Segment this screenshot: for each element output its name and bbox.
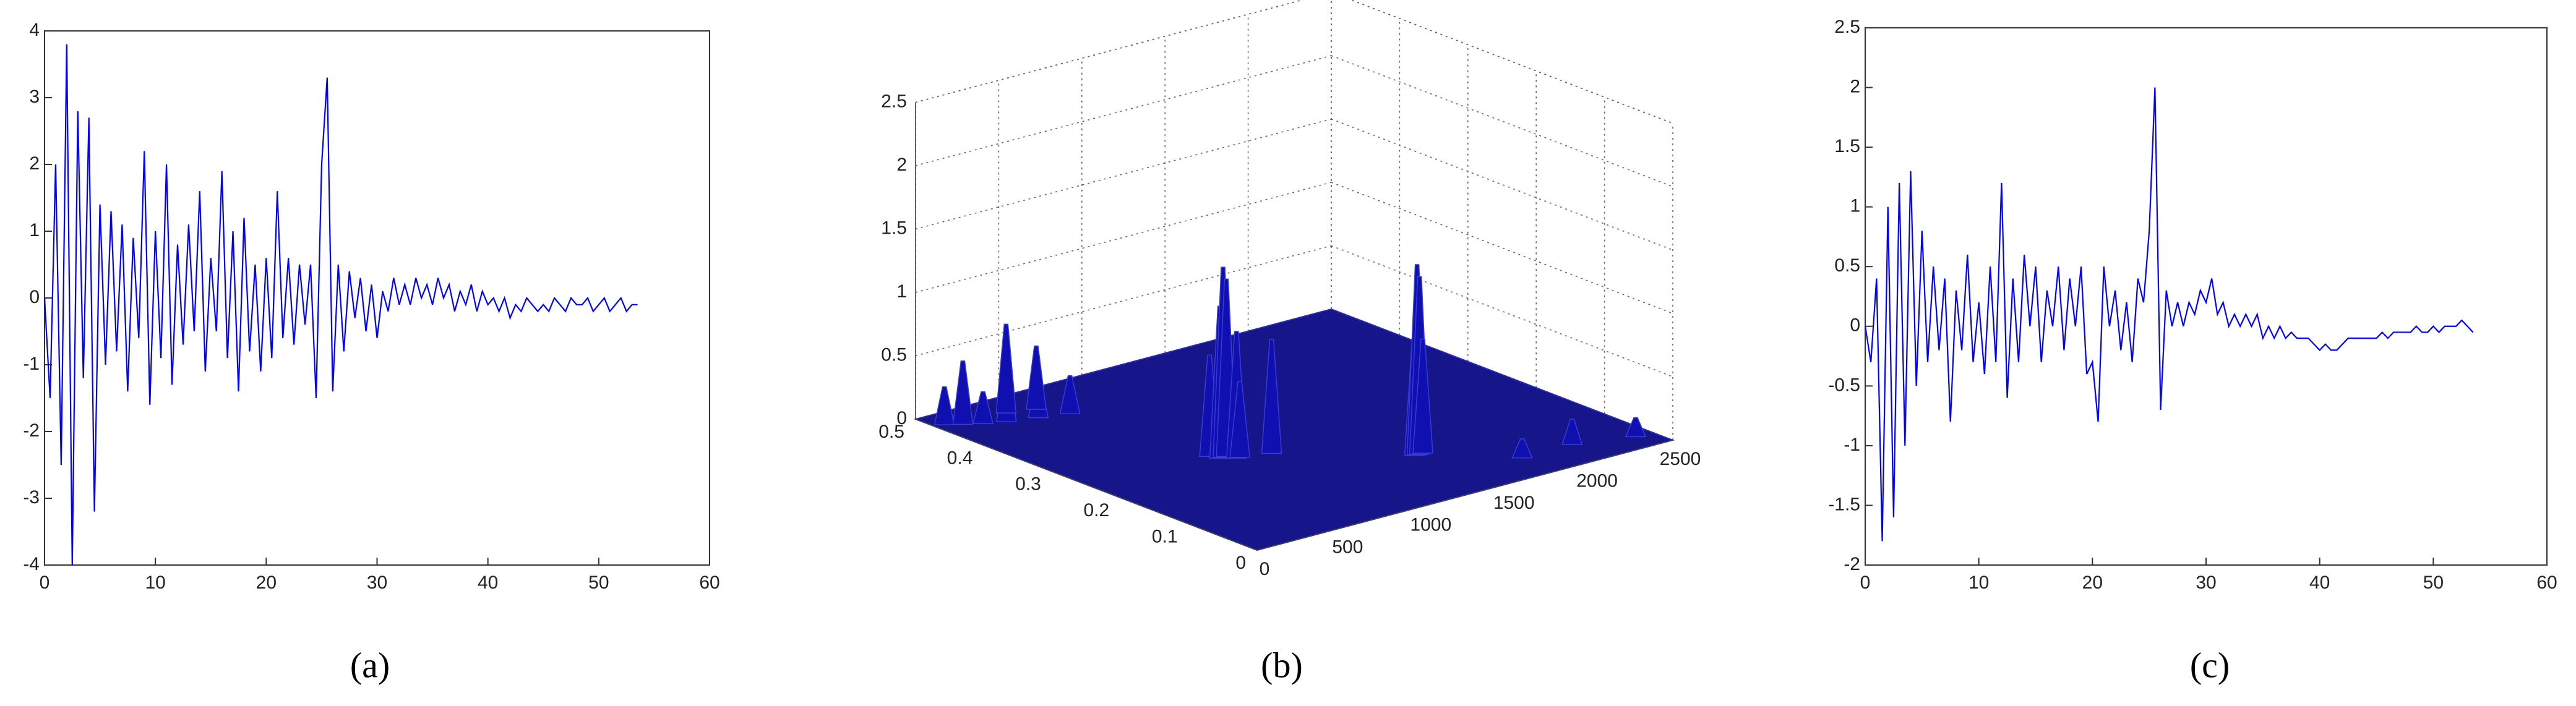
y-tick-label: 0	[1235, 553, 1246, 573]
y-tick-label: 0	[1850, 315, 1860, 336]
z-tick-label: 1.5	[881, 218, 907, 238]
axis	[915, 419, 1258, 551]
surface-peak	[1412, 338, 1433, 454]
y-tick-label: -3	[23, 487, 40, 508]
y-tick-label: 0.2	[1083, 500, 1109, 521]
y-tick-label: 1.5	[1834, 136, 1860, 156]
y-tick-label: -0.5	[1828, 375, 1860, 395]
x-tick-label: 2000	[1576, 471, 1618, 491]
x-tick-label: 60	[2536, 572, 2557, 593]
x-tick-label: 1000	[1410, 515, 1451, 535]
z-grid	[1350, 0, 1673, 124]
surface-peak	[1511, 438, 1533, 459]
surface-peak	[1229, 381, 1250, 458]
x-tick-label: 50	[2423, 572, 2444, 593]
z-grid	[1331, 55, 1673, 187]
surface-peak	[1261, 339, 1282, 454]
y-tick-label: 2.5	[1834, 17, 1860, 37]
y-tick-label: 0.4	[947, 448, 973, 468]
plot-frame	[1865, 27, 2548, 566]
surface-peak	[1026, 345, 1047, 410]
x-tick-label: 30	[367, 572, 387, 593]
surface-peak	[1059, 375, 1081, 414]
z-grid	[915, 182, 1332, 293]
x-tick-label: 0	[40, 572, 50, 593]
y-tick-label: 0.5	[878, 422, 904, 442]
surface-peak	[995, 323, 1017, 414]
surface-peak	[934, 386, 955, 425]
y-tick-label: 0	[29, 287, 40, 307]
y-tick-label: 1	[29, 220, 40, 240]
z-grid	[915, 0, 1304, 103]
z-tick-label: 0	[896, 408, 907, 428]
x-tick-label: 40	[2309, 572, 2330, 593]
x-tick-label: 40	[478, 572, 498, 593]
y-tick-label: 0.3	[1015, 474, 1041, 495]
caption: (c)	[2190, 645, 2230, 685]
surface-peak	[972, 391, 994, 424]
x-tick-label: 2500	[1660, 449, 1701, 469]
y-tick-label: -4	[23, 554, 40, 574]
y-tick-label: -1.5	[1828, 494, 1860, 514]
axis	[1256, 440, 1673, 551]
x-tick-label: 0	[1260, 559, 1270, 579]
x-tick-label: 20	[256, 572, 277, 593]
y-tick-label: -1	[1844, 435, 1860, 455]
surface-peak	[1561, 419, 1583, 446]
y-tick-label: 0.5	[1834, 255, 1860, 276]
x-tick-label: 1500	[1493, 493, 1535, 513]
y-tick-label: 2	[1850, 76, 1860, 96]
caption: (b)	[1261, 645, 1303, 685]
z-grid	[915, 118, 1332, 230]
y-tick-label: -2	[23, 420, 40, 441]
z-tick-label: 2	[896, 155, 907, 175]
z-tick-label: 0.5	[881, 344, 907, 365]
y-tick-label: 2	[29, 153, 40, 174]
caption: (a)	[350, 645, 390, 685]
y-tick-label: 0.1	[1152, 527, 1178, 547]
x-tick-label: 500	[1332, 537, 1363, 557]
surface-peak	[952, 360, 974, 425]
x-tick-label: 10	[145, 572, 165, 593]
y-tick-label: 1	[1850, 196, 1860, 216]
x-tick-label: 50	[588, 572, 609, 593]
box-edge	[1350, 0, 1673, 124]
y-tick-label: 3	[29, 87, 40, 107]
signal-line	[43, 44, 638, 566]
x-tick-label: 30	[2196, 572, 2216, 593]
surface-peak	[1625, 417, 1647, 438]
y-tick-label: 4	[29, 20, 40, 40]
z-tick-label: 2.5	[881, 91, 907, 111]
box-edge	[915, 0, 1304, 103]
surface-floor	[913, 308, 1675, 551]
x-tick-label: 0	[1860, 572, 1871, 593]
y-tick-label: -1	[23, 354, 40, 374]
x-tick-label: 60	[699, 572, 719, 593]
plot-frame	[44, 30, 710, 566]
x-tick-label: 10	[1968, 572, 1989, 593]
z-grid	[1331, 118, 1673, 251]
z-grid	[1331, 182, 1673, 314]
z-tick-label: 1	[896, 281, 907, 302]
signal-line	[1864, 87, 2474, 542]
x-tick-label: 20	[2082, 572, 2103, 593]
y-tick-label: -2	[1844, 554, 1860, 574]
z-grid	[915, 55, 1332, 166]
